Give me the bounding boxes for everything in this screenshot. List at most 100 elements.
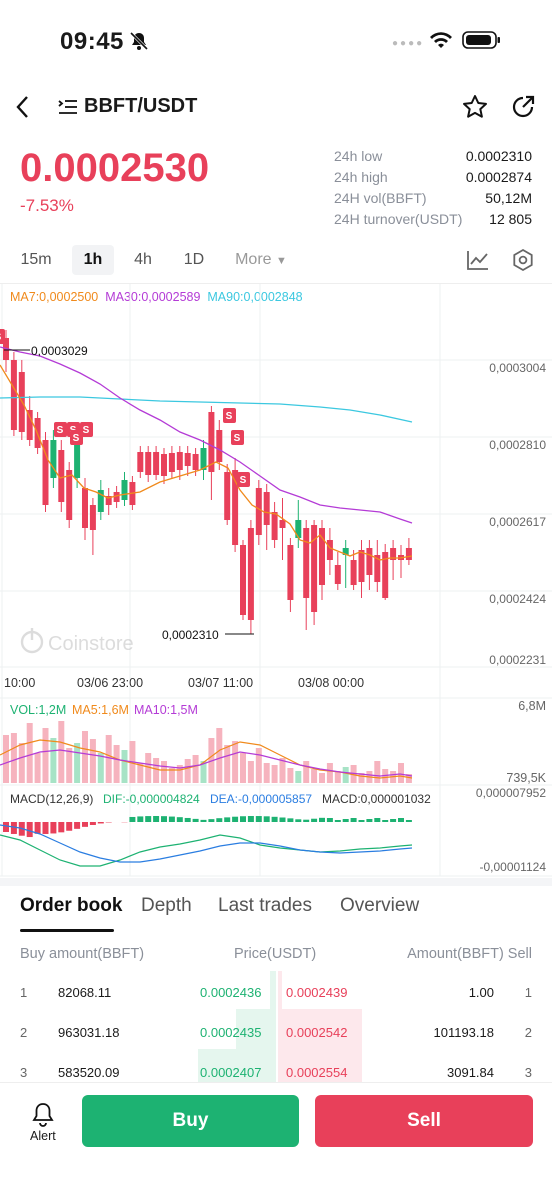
watermark-text: Coinstore xyxy=(48,633,134,655)
tab-4h[interactable]: 4h xyxy=(134,251,152,268)
macd-value: MACD:0,000001032 xyxy=(322,792,431,806)
tab-1d[interactable]: 1D xyxy=(183,251,205,268)
buy-amount: 963031.18 xyxy=(58,1025,120,1040)
svg-text:S: S xyxy=(57,425,64,436)
ma90-label: MA90:0,0002848 xyxy=(207,290,303,304)
macd-max: 0,000007952 xyxy=(476,786,546,800)
bid-depth-bar xyxy=(198,1049,276,1083)
sell-button[interactable]: Sell xyxy=(315,1095,533,1147)
signal-icon: ●●●● xyxy=(392,38,425,49)
dif-label: DIF:-0,000004824 xyxy=(103,792,200,806)
bid-depth-bar xyxy=(236,1009,276,1051)
stat-value: 0.0002874 xyxy=(465,169,532,185)
orderbook-row[interactable]: 3 583520.09 0.0002407 0.0002554 3091.84 … xyxy=(0,1049,552,1093)
ma90-line xyxy=(0,396,413,423)
row-index: 3 xyxy=(524,1065,532,1080)
tab-last-trades[interactable]: Last trades xyxy=(218,895,312,916)
more-label: More xyxy=(235,251,272,268)
caret-down-icon: ▼ xyxy=(276,255,287,267)
x-tick: 03/08 00:00 xyxy=(298,676,364,690)
svg-text:S: S xyxy=(83,425,90,436)
macd-min: -0,00001124 xyxy=(479,860,546,874)
macd-legend: MACD(12,26,9) DIF:-0,000004824 DEA:-0,00… xyxy=(10,786,546,874)
ma7-label: MA7:0,0002500 xyxy=(10,290,99,304)
star-icon[interactable] xyxy=(462,94,488,120)
candles xyxy=(3,330,412,634)
x-tick: 03/07 11:00 xyxy=(188,676,253,690)
y-tick: 0,0002617 xyxy=(489,515,546,529)
status-time: 09:45 xyxy=(60,28,124,55)
battery-icon xyxy=(462,31,500,49)
action-bar: Alert Buy Sell xyxy=(0,1082,552,1200)
vol-ma5-label: MA5:1,6M xyxy=(72,703,129,717)
active-tab-indicator xyxy=(20,929,114,932)
alert-label: Alert xyxy=(30,1129,56,1143)
buy-amount-header: Buy amount(BBFT) xyxy=(20,946,145,962)
chart-grid xyxy=(0,284,552,877)
x-tick: 10:00 xyxy=(4,676,35,690)
pair-header: BBFT/USDT xyxy=(0,80,552,136)
vol-label: VOL:1,2M xyxy=(10,703,66,717)
stat-label: 24h low xyxy=(334,148,383,164)
watermark: Coinstore xyxy=(20,628,134,655)
ask-depth-bar xyxy=(278,1049,362,1083)
orderbook-row[interactable]: 2 963031.18 0.0002435 0.0002542 101193.1… xyxy=(0,1009,552,1053)
wifi-icon xyxy=(430,32,452,48)
alert-button[interactable]: Alert xyxy=(20,1097,66,1147)
line-chart-icon[interactable] xyxy=(466,249,490,271)
row-index: 2 xyxy=(20,1025,28,1040)
settings-icon[interactable] xyxy=(511,248,535,272)
ma30-line xyxy=(0,346,413,524)
y-axis: 0,0003004 0,0002810 0,0002617 0,0002424 … xyxy=(489,361,546,667)
ma7-line xyxy=(0,364,413,561)
sell-amount: 101193.18 xyxy=(433,1025,495,1040)
y-tick: 0,0002231 xyxy=(489,653,546,667)
macd-params: MACD(12,26,9) xyxy=(10,792,93,806)
ask-price: 0.0002439 xyxy=(286,985,348,1000)
y-tick: 0,0002810 xyxy=(489,438,546,452)
tab-order-book[interactable]: Order book xyxy=(20,895,123,916)
svg-text:S: S xyxy=(0,332,2,343)
dea-label: DEA:-0,000005857 xyxy=(210,792,312,806)
row-index: 3 xyxy=(20,1065,28,1080)
tab-15m[interactable]: 15m xyxy=(20,251,52,268)
ma30-label: MA30:0,0002589 xyxy=(105,290,201,304)
x-tick: 03/06 23:00 xyxy=(77,676,143,690)
ask-depth-bar xyxy=(278,971,282,1009)
low-marker-label: 0,0002310 xyxy=(162,628,219,642)
sell-amount: 1.00 xyxy=(468,985,494,1000)
share-icon[interactable] xyxy=(510,94,536,120)
buy-button[interactable]: Buy xyxy=(82,1095,299,1147)
high-marker-label: 0,0003029 xyxy=(31,344,88,358)
pair-title[interactable]: BBFT/USDT xyxy=(84,95,198,117)
buy-amount: 583520.09 xyxy=(58,1065,120,1080)
price-header: Price(USDT) xyxy=(234,946,317,962)
y-tick: 0,0002424 xyxy=(489,592,546,606)
buy-amount: 82068.11 xyxy=(58,985,112,1000)
stat-label: 24H vol(BBFT) xyxy=(334,190,427,206)
bid-depth-bar xyxy=(270,971,276,1009)
vol-min: 739,5K xyxy=(506,771,546,785)
row-index: 2 xyxy=(524,1025,532,1040)
ask-depth-bar xyxy=(278,1009,362,1051)
vol-ma10-line xyxy=(0,749,413,777)
more-dropdown[interactable]: More ▼ xyxy=(226,245,296,275)
kline-chart[interactable]: Coinstore 0,0003029 0,0002310 SSSSSSSS 0… xyxy=(0,280,552,880)
vol-legend: VOL:1,2M MA5:1,6M MA10:1,5M 6,8M 739,5K xyxy=(10,699,547,785)
orderbook-row[interactable]: 1 82068.11 0.0002436 0.0002439 1.00 1 xyxy=(0,971,552,1013)
sell-amount-header: Amount(BBFT) Sell xyxy=(407,946,532,962)
sell-markers: SSSSSSSS xyxy=(0,329,250,487)
bell-icon xyxy=(32,1103,54,1127)
back-icon[interactable] xyxy=(12,94,34,120)
svg-text:S: S xyxy=(234,433,241,444)
pair-menu-icon[interactable] xyxy=(58,99,78,115)
bell-slash-icon xyxy=(129,31,149,51)
tab-depth[interactable]: Depth xyxy=(141,895,192,916)
tab-1h[interactable]: 1h xyxy=(72,245,114,275)
svg-text:S: S xyxy=(73,433,80,444)
tab-overview[interactable]: Overview xyxy=(340,895,420,916)
dea-line xyxy=(0,824,413,863)
macd-bars xyxy=(3,816,412,838)
bid-price: 0.0002436 xyxy=(200,985,262,1000)
stat-label: 24H turnover(USDT) xyxy=(334,211,463,227)
